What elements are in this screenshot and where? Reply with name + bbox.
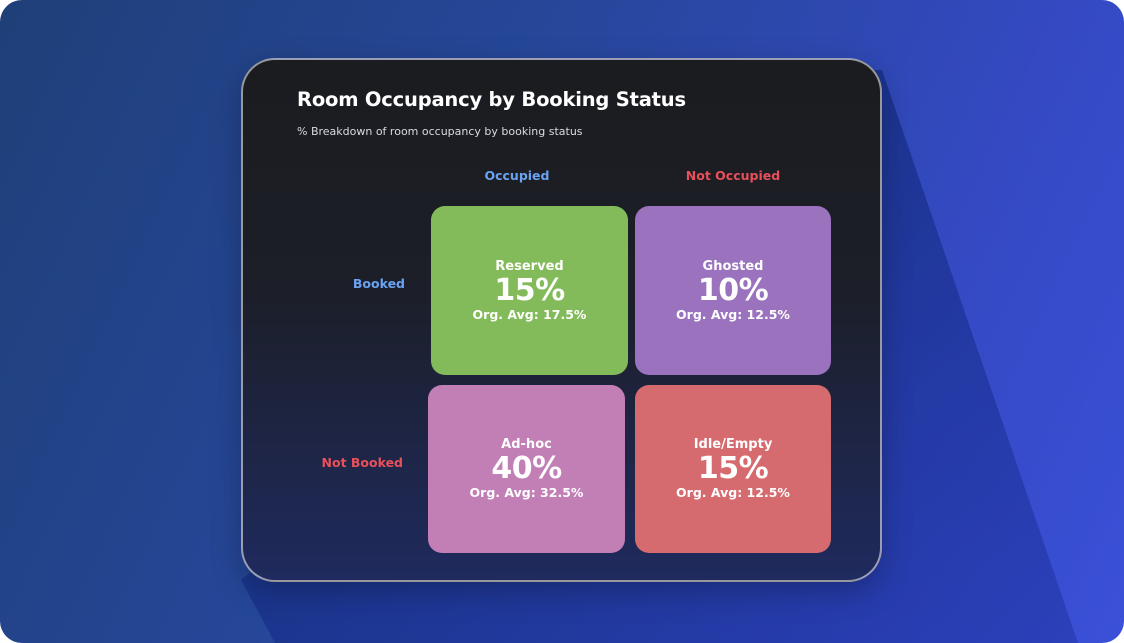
row-header-booked: Booked bbox=[352, 276, 405, 291]
column-header-not-occupied: Not Occupied bbox=[685, 168, 781, 183]
cell-label: Reserved bbox=[495, 258, 564, 274]
cell-org-avg: Org. Avg: 17.5% bbox=[472, 306, 587, 322]
cell-ghosted: Ghosted 10% Org. Avg: 12.5% bbox=[635, 206, 831, 375]
cell-label: Idle/Empty bbox=[693, 437, 773, 452]
cell-ad-hoc: Ad-hoc 40% Org. Avg: 32.5% bbox=[428, 385, 625, 553]
cell-org-avg: Org. Avg: 12.5% bbox=[676, 306, 790, 322]
row-header-not-booked: Not Booked bbox=[321, 455, 403, 470]
chart-card: Room Occupancy by Booking Status % Break… bbox=[241, 58, 882, 582]
cell-value: 15% bbox=[494, 272, 565, 308]
cell-reserved: Reserved 15% Org. Avg: 17.5% bbox=[431, 206, 628, 375]
cell-value: 40% bbox=[491, 451, 562, 486]
cell-idle-empty: Idle/Empty 15% Org. Avg: 12.5% bbox=[635, 385, 831, 553]
column-header-occupied: Occupied bbox=[484, 168, 550, 183]
chart-subtitle: % Breakdown of room occupancy by booking… bbox=[297, 125, 583, 138]
cell-org-avg: Org. Avg: 12.5% bbox=[676, 485, 790, 500]
cell-label: Ad-hoc bbox=[501, 437, 552, 452]
cell-value: 15% bbox=[697, 451, 769, 486]
cell-org-avg: Org. Avg: 32.5% bbox=[469, 485, 584, 500]
cell-label: Ghosted bbox=[702, 258, 764, 274]
cell-value: 10% bbox=[697, 272, 769, 308]
chart-title: Room Occupancy by Booking Status bbox=[297, 88, 686, 111]
